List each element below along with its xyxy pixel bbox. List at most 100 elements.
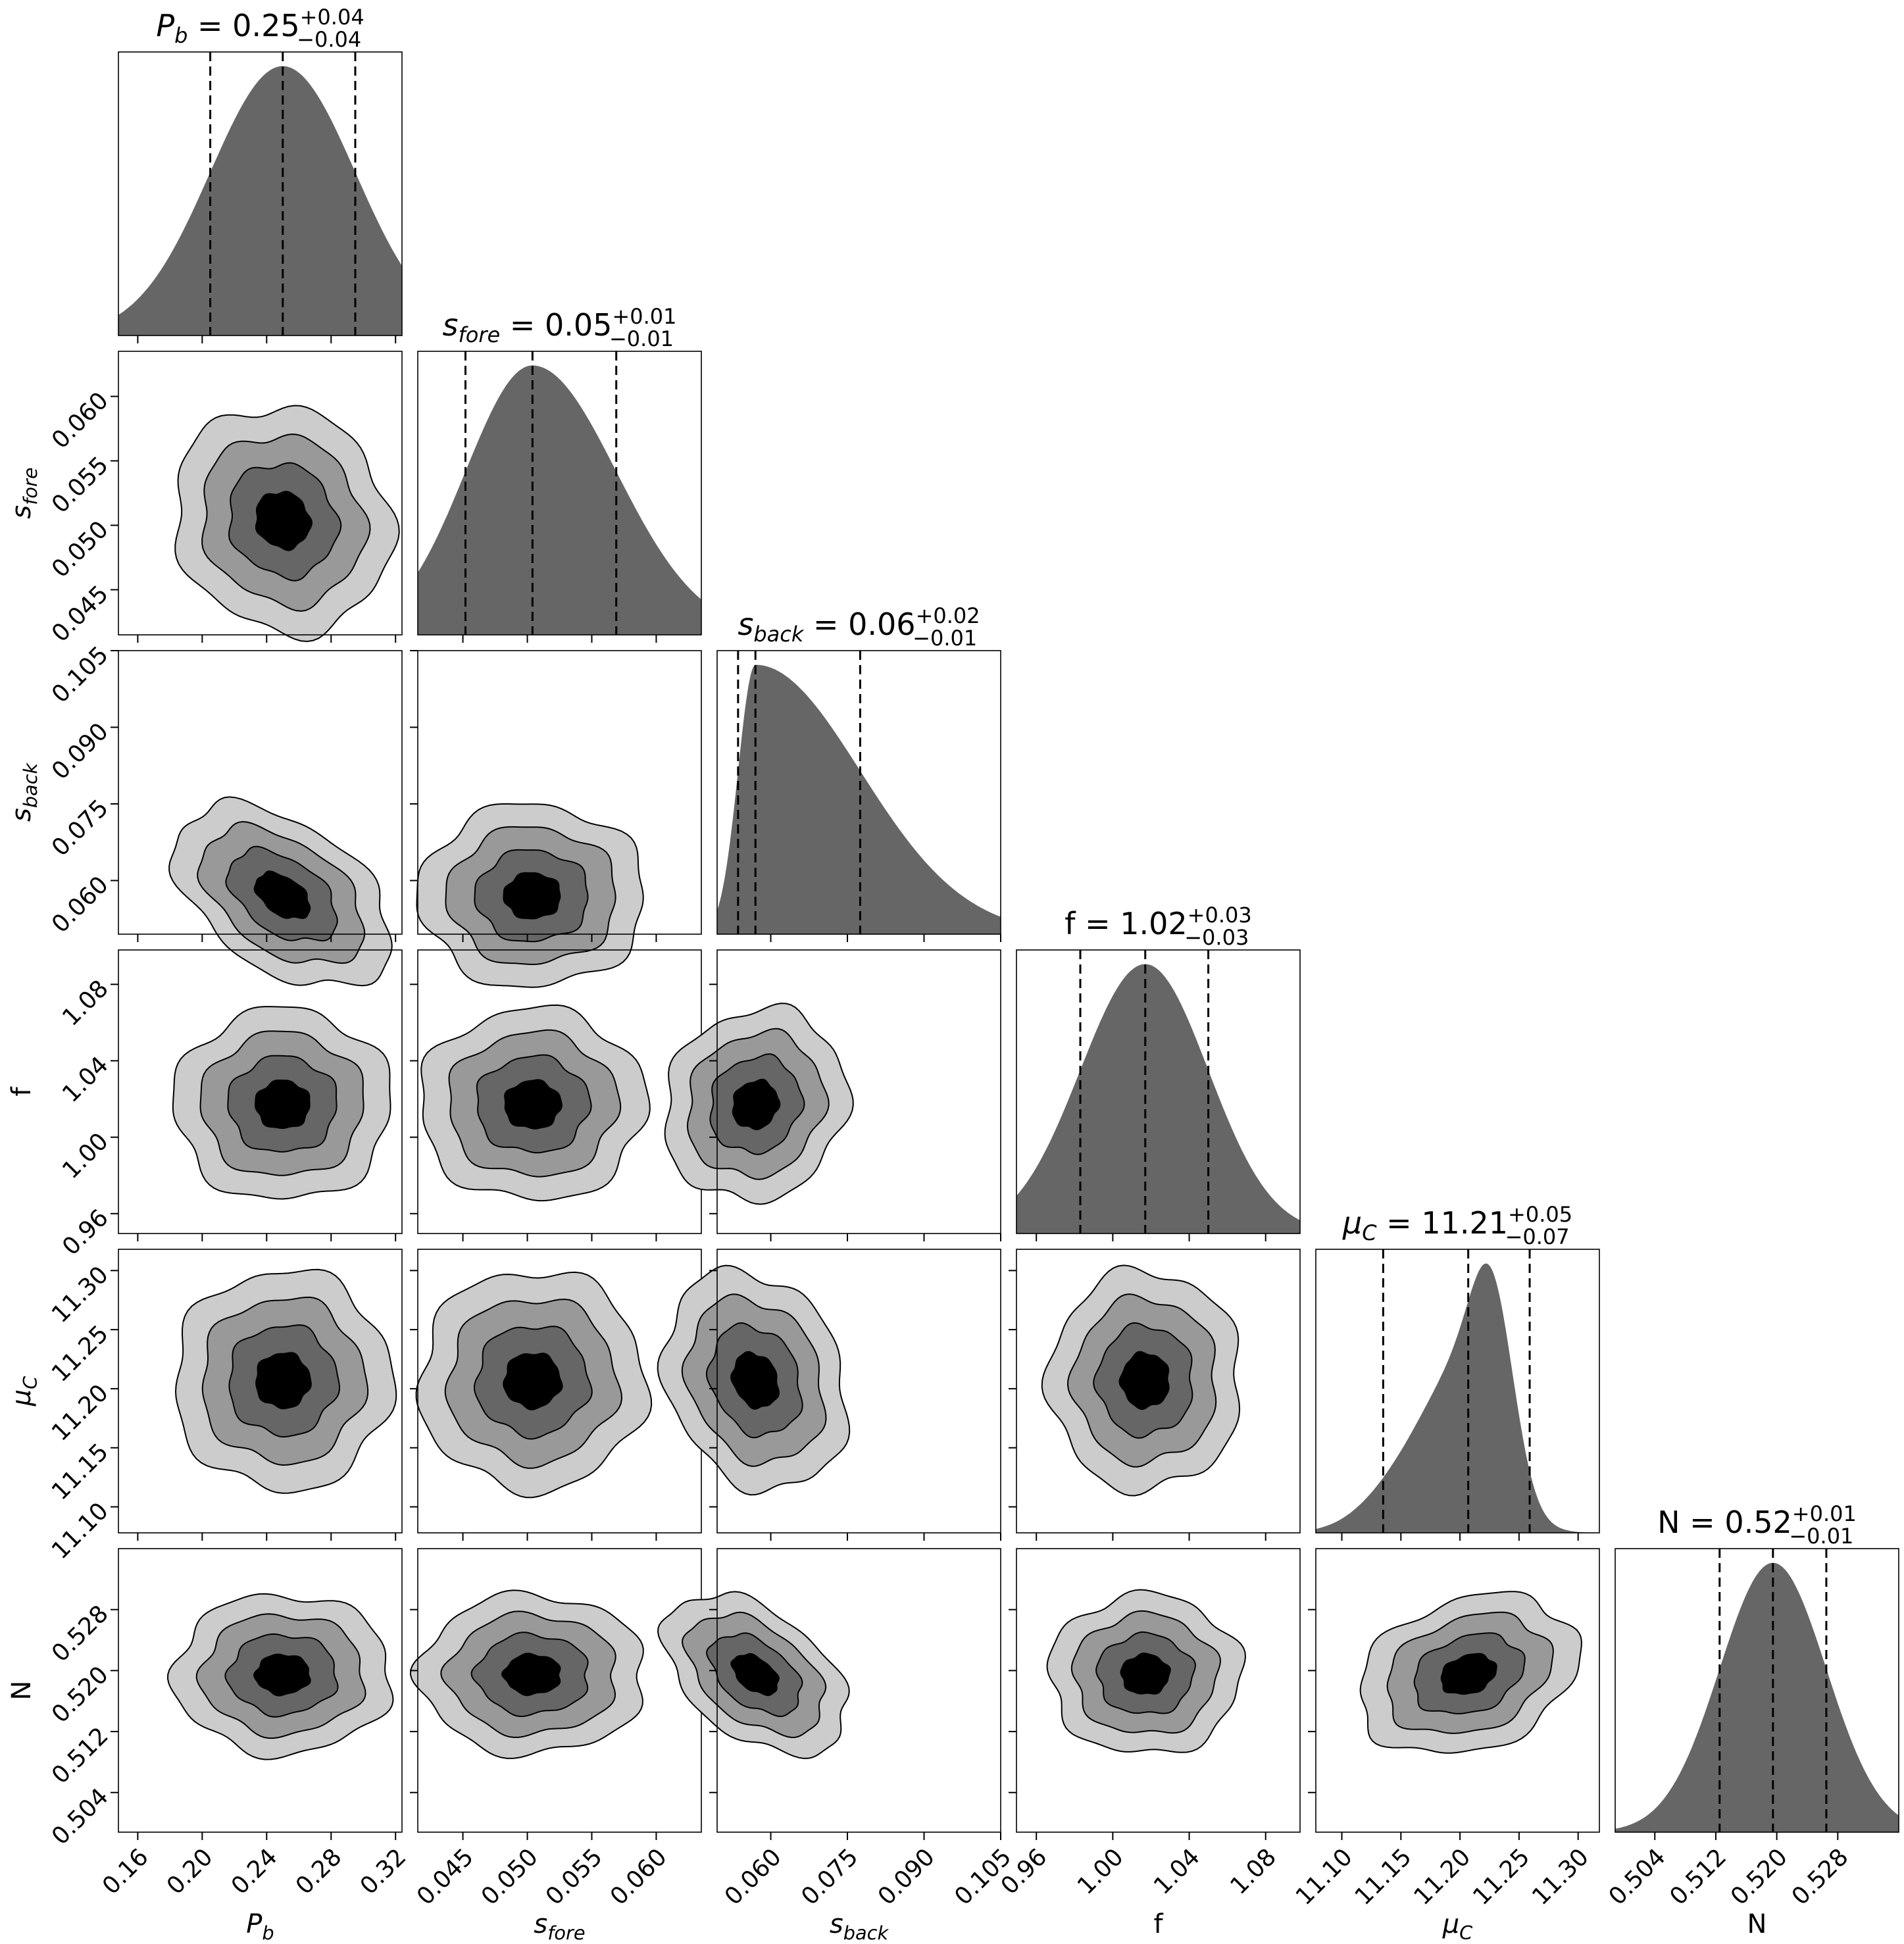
contour-panel-f-muC — [1009, 1249, 1301, 1541]
x-tick-label: 0.090 — [873, 1843, 940, 1910]
y-tick-label: 0.504 — [47, 1783, 114, 1851]
y-axis-label-sback: sback — [7, 762, 41, 822]
panel-frame — [417, 650, 702, 935]
panel-frame — [716, 1249, 1001, 1533]
x-tick-label: 1.00 — [1072, 1843, 1129, 1900]
contour-panel-f-N: 0.96 1.00 1.04 1.08 — [996, 1548, 1301, 1900]
x-axis-label-Pb: Pb — [246, 1909, 274, 1944]
x-tick-label: 0.520 — [1726, 1843, 1793, 1910]
histogram-area — [1316, 1263, 1599, 1533]
histogram-area — [1016, 964, 1300, 1234]
y-tick-label: 11.10 — [47, 1497, 114, 1564]
y-tick-label: 0.090 — [47, 718, 114, 785]
contour-panel-sfore-f — [410, 949, 702, 1241]
y-tick-label: 0.075 — [47, 795, 114, 862]
contour-panel-Pb-f: 0.96 1.00 1.04 1.08 — [57, 949, 403, 1261]
y-tick-label: 11.15 — [47, 1439, 114, 1506]
y-tick-label: 1.04 — [57, 1051, 114, 1108]
x-axis-label-f: f — [1153, 1909, 1163, 1939]
contour-panel-sback-f — [664, 949, 1001, 1241]
y-tick-label: 0.045 — [47, 580, 114, 647]
panel-frame — [716, 1548, 1001, 1833]
panel-frame — [118, 51, 403, 336]
contour-level-4 — [732, 1078, 781, 1131]
y-tick-label: 11.25 — [47, 1320, 114, 1387]
panel-frame — [716, 650, 1001, 935]
y-axis-label-muC: μC — [7, 1376, 41, 1407]
contour-level-4 — [1440, 1653, 1497, 1695]
histogram-panel-sback: sback = 0.06+0.02 −0.01 — [716, 603, 1001, 942]
y-tick-label: 1.08 — [57, 975, 114, 1032]
panel-frame — [1016, 1548, 1301, 1833]
contour-level-4 — [730, 1653, 780, 1697]
panel-frame — [1615, 1548, 1899, 1833]
x-tick-label: 0.050 — [476, 1843, 543, 1910]
contour-level-4 — [1118, 1351, 1170, 1410]
contour-panel-sfore-muC — [410, 1249, 702, 1541]
contour-panel-sfore-sback — [410, 650, 702, 988]
contour-level-4 — [253, 1653, 311, 1697]
y-tick-label: 11.30 — [47, 1261, 114, 1328]
x-tick-label: 0.528 — [1787, 1843, 1854, 1910]
contour-level-4 — [1120, 1652, 1171, 1695]
x-tick-label: 11.10 — [1291, 1843, 1358, 1910]
contour-level-4 — [255, 1352, 312, 1410]
x-tick-label: 0.045 — [412, 1843, 479, 1910]
x-tick-label: 11.30 — [1527, 1843, 1594, 1910]
contour-level-4 — [730, 1351, 780, 1410]
contour-level-4 — [504, 1079, 563, 1130]
contour-level-4 — [501, 1653, 561, 1697]
contour-panel-sback-N: 0.060 0.075 0.090 0.105 — [657, 1548, 1016, 1910]
y-tick-label: 0.96 — [57, 1205, 114, 1261]
contour-level-4 — [255, 491, 313, 551]
x-tick-label: 1.04 — [1149, 1843, 1205, 1900]
panel-frame — [118, 351, 403, 636]
x-tick-label: 0.512 — [1665, 1843, 1732, 1910]
histogram-panel-Pb: Pb = 0.25+0.04 −0.04 — [118, 5, 403, 343]
panel-frame — [118, 949, 403, 1234]
y-tick-label: 11.20 — [47, 1380, 114, 1447]
contour-level-4 — [503, 1353, 563, 1410]
y-tick-label: 0.060 — [47, 387, 114, 454]
x-tick-label: 11.15 — [1350, 1843, 1417, 1910]
histogram-panel-sfore: sfore = 0.05+0.01 −0.01 — [417, 304, 702, 643]
panel-frame — [1315, 1548, 1600, 1833]
x-tick-label: 0.32 — [355, 1843, 412, 1900]
x-axis-label-sfore: sfore — [534, 1909, 585, 1944]
panel-title: N = 0.52+0.01 −0.01 — [1657, 1501, 1857, 1549]
x-tick-label: 0.24 — [226, 1843, 283, 1900]
contour-level-4 — [253, 870, 311, 919]
y-tick-label: 0.055 — [47, 451, 114, 518]
x-tick-label: 11.20 — [1409, 1843, 1476, 1910]
contour-panel-Pb-sback: 0.060 0.075 0.090 0.105 — [47, 641, 403, 987]
panel-frame — [1016, 949, 1301, 1234]
y-tick-label: 0.105 — [47, 641, 114, 709]
panel-frame — [118, 1249, 403, 1533]
panel-frame — [118, 650, 403, 935]
panel-title: sfore = 0.05+0.01 −0.01 — [443, 304, 677, 351]
histogram-area — [418, 365, 701, 635]
y-axis-label-N: N — [7, 1681, 37, 1701]
panel-title: μC = 11.21+0.05 −0.07 — [1342, 1202, 1572, 1249]
panel-title: Pb = 0.25+0.04 −0.04 — [156, 5, 364, 52]
y-tick-label: 0.512 — [47, 1722, 114, 1789]
panel-title: sback = 0.06+0.02 −0.01 — [738, 603, 980, 651]
y-tick-label: 0.060 — [47, 871, 114, 938]
x-tick-label: 0.060 — [720, 1843, 787, 1910]
panel-frame — [1315, 1249, 1600, 1533]
x-tick-label: 0.504 — [1604, 1843, 1671, 1910]
contour-panel-sback-muC — [657, 1249, 1001, 1541]
histogram-area — [717, 664, 1001, 934]
contour-level-4 — [255, 1080, 311, 1130]
x-axis-label-muC: μC — [1442, 1909, 1473, 1944]
x-tick-label: 0.28 — [291, 1843, 347, 1900]
x-axis-label-sback: sback — [830, 1909, 889, 1944]
x-tick-label: 0.060 — [605, 1843, 672, 1910]
y-axis-label-f: f — [7, 1087, 37, 1097]
panel-frame — [417, 351, 702, 636]
